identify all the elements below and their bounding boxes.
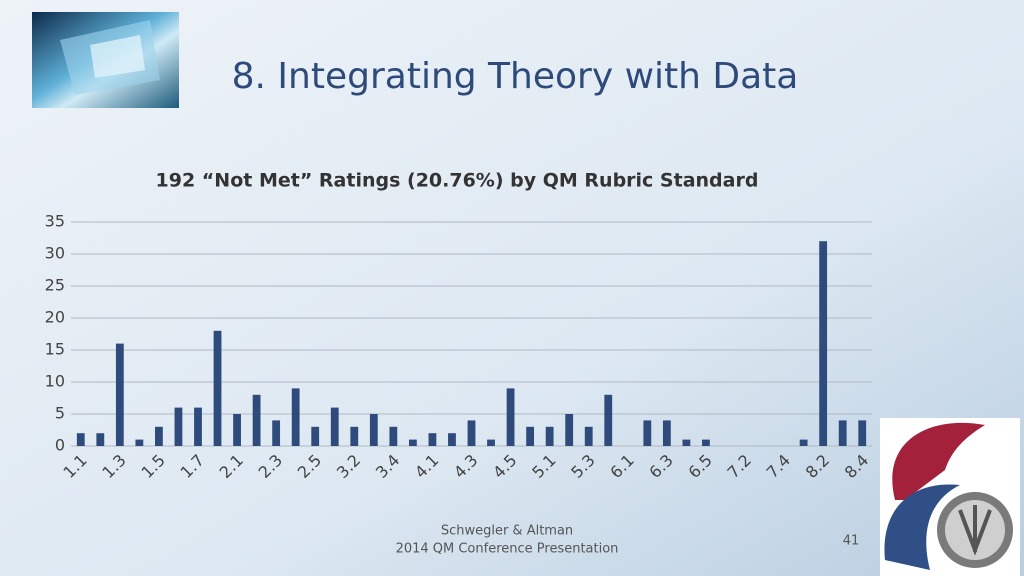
bar xyxy=(545,426,554,446)
bar xyxy=(369,414,378,446)
y-tick-label: 10 xyxy=(45,372,65,391)
bar xyxy=(584,426,593,446)
footer-line: Schwegler & Altman xyxy=(441,524,573,539)
bar xyxy=(311,426,320,446)
y-tick-label: 0 xyxy=(55,436,65,455)
bar xyxy=(565,414,574,446)
bar xyxy=(506,388,515,446)
footer-line: 2014 QM Conference Presentation xyxy=(396,542,619,557)
bar xyxy=(291,388,300,446)
bar xyxy=(408,439,417,446)
bar xyxy=(213,330,222,446)
y-tick-label: 20 xyxy=(45,308,65,327)
header-image xyxy=(32,12,179,108)
y-tick-label: 5 xyxy=(55,404,65,423)
bar xyxy=(194,407,202,446)
bar xyxy=(838,420,847,446)
bar xyxy=(487,439,495,446)
bar xyxy=(135,439,144,446)
bar xyxy=(252,394,261,446)
page-number: 41 xyxy=(843,534,860,549)
bar xyxy=(662,420,671,446)
bar xyxy=(233,414,241,446)
bar xyxy=(643,420,652,446)
bar xyxy=(448,433,456,446)
y-tick-label: 15 xyxy=(45,340,65,359)
bar xyxy=(682,439,691,446)
bar xyxy=(96,433,105,446)
bar xyxy=(467,420,476,446)
bar xyxy=(76,433,85,446)
y-tick-label: 30 xyxy=(45,244,65,263)
bar xyxy=(115,343,124,446)
bar xyxy=(350,426,359,446)
bar xyxy=(702,439,710,446)
y-tick-label: 35 xyxy=(45,212,65,231)
bar xyxy=(604,394,613,446)
bar xyxy=(272,420,281,446)
chart-title: 192 “Not Met” Ratings (20.76%) by QM Rub… xyxy=(156,170,759,192)
bar xyxy=(174,407,183,446)
bar xyxy=(819,241,828,446)
slide-title: 8. Integrating Theory with Data xyxy=(232,56,799,97)
bar xyxy=(155,426,163,446)
bar xyxy=(526,426,535,446)
y-tick-label: 25 xyxy=(45,276,65,295)
bar xyxy=(799,439,808,446)
bar xyxy=(389,426,398,446)
bar xyxy=(858,420,867,446)
bar xyxy=(330,407,339,446)
logo xyxy=(880,418,1020,576)
bar xyxy=(428,433,437,446)
